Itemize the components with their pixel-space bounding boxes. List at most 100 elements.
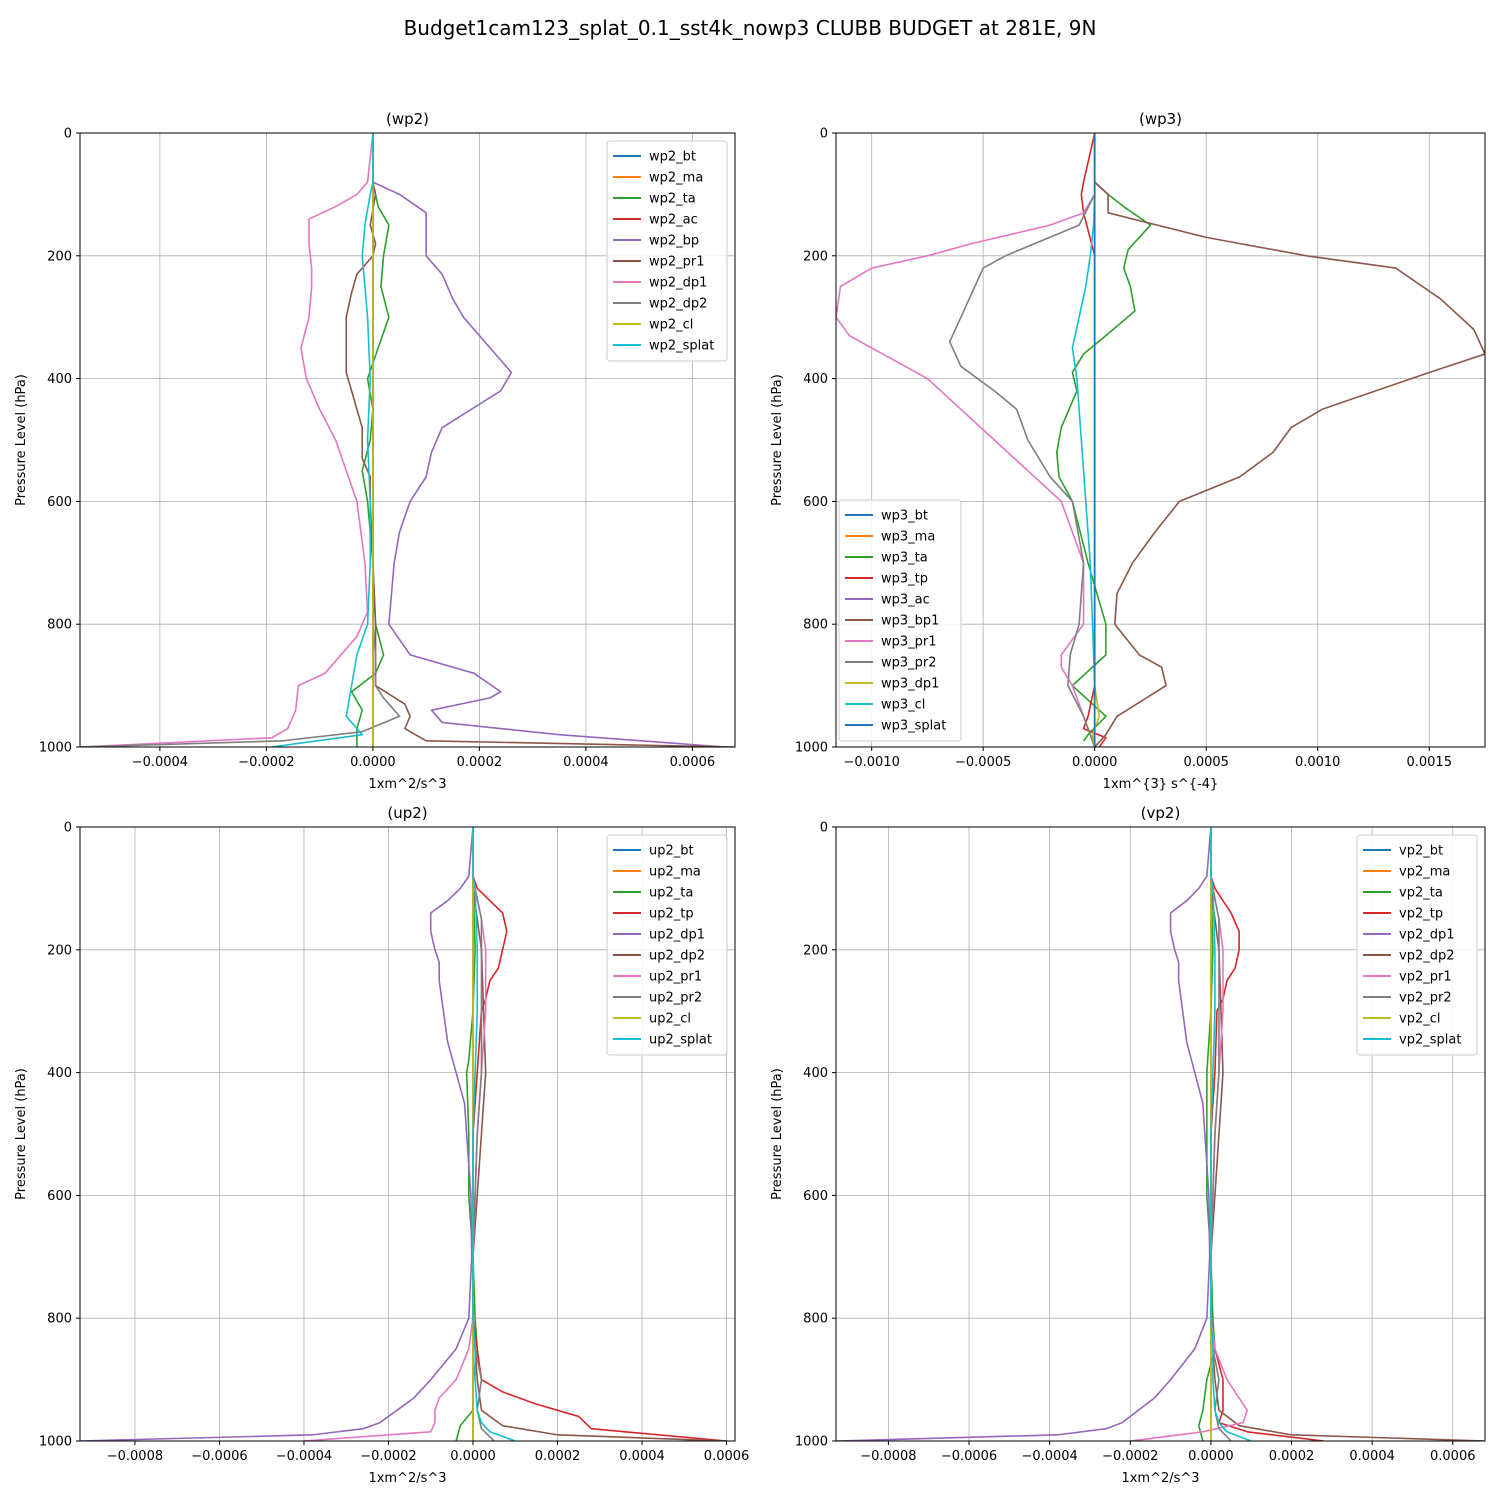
series-line-up2_splat bbox=[472, 827, 516, 1441]
legend-label: wp3_dp1 bbox=[881, 677, 939, 692]
y-axis-label: Pressure Level (hPa) bbox=[14, 374, 29, 506]
legend: vp2_bt vp2_ma vp2_ta vp2_tp vp2_dp1 vp2_dp2vp… bbox=[1356, 834, 1478, 1056]
y-tick-label: 1000 bbox=[795, 741, 828, 756]
legend-label: up2_ma bbox=[649, 865, 701, 880]
y-tick-label: 200 bbox=[803, 943, 828, 958]
plot-frame bbox=[835, 132, 1486, 748]
series-line-up2_pr1 bbox=[303, 827, 487, 1441]
series-line-wp2_dp2 bbox=[80, 133, 401, 747]
legend-box bbox=[1356, 834, 1478, 1056]
y-tick-label: 400 bbox=[803, 1066, 828, 1081]
x-tick-label: −0.0005 bbox=[955, 755, 1011, 770]
series-line-up2_pr2 bbox=[472, 827, 495, 1441]
x-axis-label: 1xm^2/s^3 bbox=[1121, 1471, 1199, 1486]
legend-label: vp2_pr2 bbox=[1399, 991, 1452, 1006]
series-group bbox=[80, 133, 735, 747]
legend-label: wp2_pr1 bbox=[649, 255, 705, 270]
legend-label: vp2_tp bbox=[1399, 907, 1443, 922]
series-line-wp3_pr2 bbox=[948, 133, 1096, 747]
y-tick-label: 0 bbox=[820, 821, 828, 836]
legend-label: vp2_splat bbox=[1399, 1033, 1461, 1048]
series-line-vp2_pr1 bbox=[1130, 827, 1248, 1441]
legend-label: vp2_dp1 bbox=[1399, 928, 1455, 943]
legend-label: vp2_bt bbox=[1399, 844, 1443, 859]
x-tick-label: 0.0000 bbox=[350, 755, 396, 770]
y-tick-label: 600 bbox=[803, 495, 828, 510]
legend-label: wp3_ac bbox=[881, 593, 930, 608]
legend-label: wp3_cl bbox=[881, 698, 925, 713]
y-tick-label: 400 bbox=[803, 372, 828, 387]
x-tick-label: −0.0002 bbox=[1102, 1449, 1158, 1464]
x-tick-label: 0.0000 bbox=[450, 1449, 496, 1464]
legend-label: vp2_dp2 bbox=[1399, 949, 1455, 964]
x-tick-label: 0.0002 bbox=[457, 755, 503, 770]
legend-box bbox=[606, 140, 728, 362]
panel-title: (vp2) bbox=[1141, 804, 1181, 822]
y-axis-label: Pressure Level (hPa) bbox=[770, 1068, 785, 1200]
y-tick-label: 0 bbox=[64, 821, 72, 836]
legend-label: vp2_cl bbox=[1399, 1012, 1440, 1027]
x-axis-label: 1xm^{3} s^{-4} bbox=[1103, 777, 1219, 792]
y-tick-label: 200 bbox=[47, 249, 72, 264]
legend-label: wp2_dp1 bbox=[649, 276, 707, 291]
chart-panel-2: −0.0008 −0.0006 −0.0004 −0.0002 0.0000 0.0002… bbox=[14, 804, 749, 1486]
x-tick-label: −0.0008 bbox=[860, 1449, 916, 1464]
legend-label: wp3_ma bbox=[881, 530, 935, 545]
x-axis-label: 1xm^2/s^3 bbox=[368, 1471, 446, 1486]
y-tick-label: 800 bbox=[47, 1312, 72, 1327]
legend-label: vp2_ma bbox=[1399, 865, 1450, 880]
legend-label: up2_tp bbox=[649, 907, 694, 922]
x-tick-label: −0.0004 bbox=[276, 1449, 332, 1464]
y-tick-label: 200 bbox=[803, 249, 828, 264]
chart-panel-3: −0.0008 −0.0006 −0.0004 −0.0002 0.0000 0.0002… bbox=[770, 804, 1486, 1486]
legend-label: vp2_pr1 bbox=[1399, 970, 1452, 985]
series-line-wp2_ta bbox=[350, 133, 390, 747]
series-line-vp2_tp bbox=[1210, 827, 1324, 1441]
x-tick-label: 0.0010 bbox=[1295, 755, 1341, 770]
figure-title: Budget1cam123_splat_0.1_sst4k_nowp3 CLUB… bbox=[403, 16, 1097, 40]
series-line-wp3_ta bbox=[1055, 133, 1152, 742]
x-tick-label: 0.0000 bbox=[1188, 1449, 1234, 1464]
legend-label: wp2_dp2 bbox=[649, 297, 707, 312]
legend-label: wp2_cl bbox=[649, 318, 693, 333]
panel-title: (up2) bbox=[387, 804, 427, 822]
x-tick-label: −0.0008 bbox=[107, 1449, 163, 1464]
chart-panel-1: −0.0010 −0.0005 0.0000 0.0005 0.0010 0.0015 0 2… bbox=[770, 110, 1486, 792]
legend: wp3_bt wp3_ma wp3_ta wp3_tp wp3_ac wp3_bp1 wp3… bbox=[838, 499, 962, 742]
series-line-wp2_bp bbox=[372, 133, 725, 747]
plot-frame bbox=[79, 826, 736, 1442]
y-tick-label: 800 bbox=[803, 618, 828, 633]
legend-label: up2_cl bbox=[649, 1012, 691, 1027]
chart-panel-0: −0.0004 −0.0002 0.0000 0.0002 0.0004 0.0006 0 2… bbox=[14, 110, 736, 792]
x-tick-label: −0.0006 bbox=[191, 1449, 247, 1464]
y-tick-label: 600 bbox=[47, 1189, 72, 1204]
y-tick-label: 1000 bbox=[39, 741, 72, 756]
legend-label: wp2_ac bbox=[649, 213, 698, 228]
panel-title: (wp2) bbox=[386, 110, 429, 128]
x-tick-label: −0.0006 bbox=[941, 1449, 997, 1464]
y-tick-label: 800 bbox=[803, 1312, 828, 1327]
series-group bbox=[80, 827, 727, 1441]
legend-box bbox=[838, 499, 962, 742]
y-tick-label: 600 bbox=[47, 495, 72, 510]
series-line-vp2_pr2 bbox=[1210, 827, 1232, 1441]
x-tick-label: −0.0002 bbox=[360, 1449, 416, 1464]
legend-label: up2_splat bbox=[649, 1033, 712, 1048]
legend-label: wp2_bt bbox=[649, 150, 696, 165]
legend-label: wp3_tp bbox=[881, 572, 928, 587]
x-tick-label: −0.0010 bbox=[843, 755, 899, 770]
series-line-wp3_pr1 bbox=[836, 133, 1096, 747]
series-line-wp3_cl bbox=[1071, 133, 1096, 747]
y-tick-label: 600 bbox=[803, 1189, 828, 1204]
legend: up2_bt up2_ma up2_ta up2_tp up2_dp1 up2_dp2up… bbox=[606, 834, 728, 1056]
legend-label: wp2_ta bbox=[649, 192, 696, 207]
series-line-vp2_dp1 bbox=[836, 827, 1212, 1441]
series-group bbox=[836, 133, 1485, 747]
x-tick-label: 0.0006 bbox=[670, 755, 716, 770]
legend-label: up2_ta bbox=[649, 886, 693, 901]
legend-label: wp3_bt bbox=[881, 509, 928, 524]
y-axis-label: Pressure Level (hPa) bbox=[14, 1068, 29, 1200]
y-tick-label: 400 bbox=[47, 1066, 72, 1081]
x-tick-label: 0.0005 bbox=[1183, 755, 1229, 770]
series-line-wp3_bp1 bbox=[1093, 133, 1485, 747]
